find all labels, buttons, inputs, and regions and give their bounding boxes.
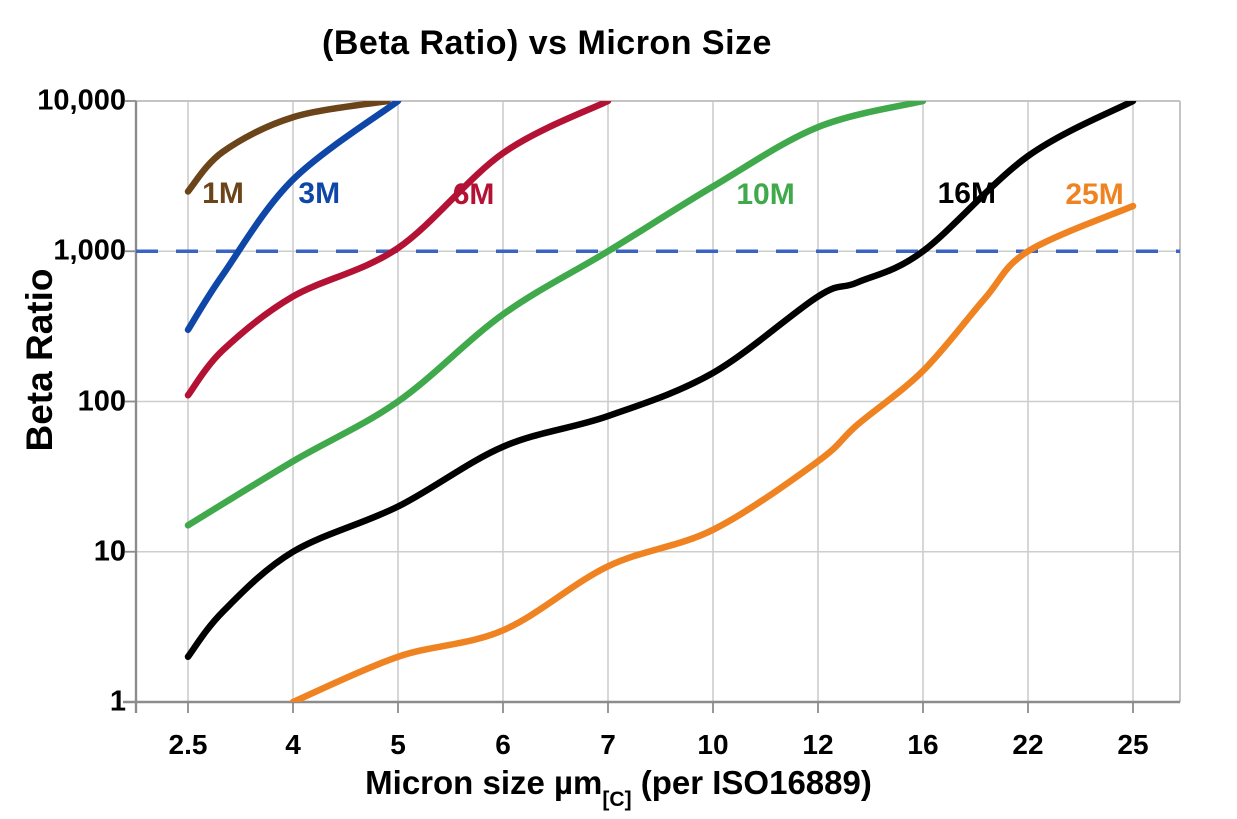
y-tick-label: 10 bbox=[93, 535, 126, 568]
curve-label-6M: 6M bbox=[452, 178, 495, 212]
x-axis-title: Micron size µm[C] (per ISO16889) bbox=[0, 764, 1237, 811]
x-tick-label: 7 bbox=[600, 729, 616, 760]
x-tick-label: 2.5 bbox=[168, 729, 208, 760]
series-curve-25M bbox=[289, 202, 1137, 702]
x-tick-label: 25 bbox=[1117, 729, 1149, 760]
x-tick-label: 10 bbox=[697, 729, 729, 760]
x-axis-title-suffix: (per ISO16889) bbox=[631, 764, 872, 801]
y-tick-label: 1,000 bbox=[53, 234, 126, 267]
chart-title: (Beta Ratio) vs Micron Size bbox=[322, 24, 772, 62]
x-tick-label: 16 bbox=[907, 729, 939, 760]
x-tick-label: 5 bbox=[390, 729, 406, 760]
series-curve-3M bbox=[184, 101, 402, 334]
x-axis-title-subscript: [C] bbox=[602, 788, 632, 811]
curve-label-1M: 1M bbox=[202, 177, 244, 211]
y-tick-label: 100 bbox=[77, 385, 126, 417]
x-tick-label: 22 bbox=[1012, 729, 1044, 760]
y-tick-label: 1 bbox=[109, 685, 126, 718]
curve-label-25M: 25M bbox=[1065, 178, 1124, 212]
x-tick-label: 12 bbox=[802, 729, 834, 760]
series-curve-10M bbox=[184, 101, 927, 529]
series-curve-16M bbox=[184, 101, 1137, 661]
curve-label-10M: 10M bbox=[736, 178, 795, 212]
x-tick-label: 4 bbox=[285, 729, 301, 760]
curve-label-3M: 3M bbox=[298, 177, 341, 211]
series-curve-1M bbox=[184, 101, 391, 195]
x-tick-label: 6 bbox=[495, 729, 511, 760]
series-curve-6M bbox=[184, 101, 612, 399]
y-tick-label: 10,000 bbox=[37, 84, 126, 117]
curve-label-16M: 16M bbox=[937, 177, 996, 211]
x-axis-title-main: Micron size µm bbox=[365, 764, 603, 801]
